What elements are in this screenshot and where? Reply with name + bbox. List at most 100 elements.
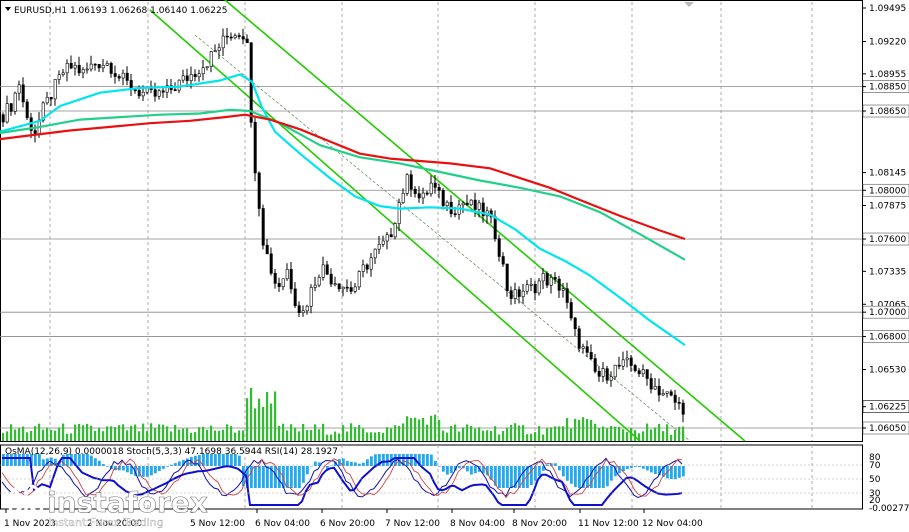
osma-bar — [298, 466, 301, 488]
osma-bar — [74, 454, 77, 466]
osma-bar — [314, 461, 317, 466]
candle-body — [317, 277, 321, 286]
candle-body — [61, 72, 65, 75]
logo-star-icon — [7, 483, 45, 521]
candle-body — [593, 358, 597, 372]
volume-bar — [594, 423, 597, 441]
candle-body — [541, 273, 545, 282]
osma-bar — [334, 461, 337, 466]
osma-bar — [490, 466, 493, 480]
time-tick-label: 6 Nov 20:00 — [320, 519, 375, 529]
volume-bar — [98, 427, 101, 441]
price-tick-label: 1.06530 — [869, 365, 906, 375]
osma-bar — [574, 466, 577, 488]
volume-bar — [574, 418, 577, 441]
volume-bar — [678, 426, 681, 441]
volume-bar — [122, 424, 125, 441]
volume-bar — [606, 428, 609, 441]
volume-bar — [638, 433, 641, 441]
candle-body — [297, 305, 301, 313]
volume-bar — [470, 425, 473, 441]
volume-bar — [614, 426, 617, 441]
volume-bar — [174, 424, 177, 441]
candle-body — [465, 202, 469, 206]
osma-bar — [482, 466, 485, 474]
volume-bar — [610, 426, 613, 441]
volume-bar — [538, 426, 541, 441]
volume-bar — [330, 434, 333, 441]
osma-bar — [586, 466, 589, 488]
volume-bar — [430, 415, 433, 441]
candle-body — [357, 271, 361, 288]
candle-body — [497, 238, 501, 257]
candle-body — [637, 370, 641, 375]
volume-bar — [366, 432, 369, 441]
candle-body — [193, 74, 197, 78]
osma-bar — [646, 466, 649, 471]
volume-bar — [674, 429, 677, 441]
volume-bar — [562, 426, 565, 441]
volume-bar — [106, 426, 109, 441]
osma-bar — [378, 454, 381, 466]
osma-bar — [382, 454, 385, 466]
candle-body — [125, 72, 129, 81]
osma-bar — [214, 454, 217, 466]
candle-body — [161, 90, 165, 93]
volume-bar — [194, 432, 197, 441]
osma-bar — [546, 464, 549, 466]
candle-body — [101, 65, 105, 69]
volume-bar — [626, 432, 629, 441]
osma-bar — [542, 466, 545, 471]
volume-bar — [642, 431, 645, 441]
osma-bar — [30, 454, 33, 466]
candle-body — [657, 386, 661, 396]
volume-bar — [590, 419, 593, 441]
osma-bar — [510, 466, 513, 488]
volume-bar — [662, 431, 665, 441]
ema-mid-line — [0, 108, 686, 261]
candle-body — [397, 202, 401, 224]
volume-bar — [86, 423, 89, 441]
volume-bar — [522, 425, 525, 441]
volume-bar — [546, 427, 549, 441]
osma-bar — [302, 466, 305, 483]
osma-bar — [426, 454, 429, 466]
time-tick-label: 1 Nov 2023 — [4, 519, 56, 529]
candle-body — [621, 359, 625, 367]
volume-bar — [146, 431, 149, 441]
candle-body — [73, 64, 77, 69]
osma-bar — [486, 466, 489, 476]
volume-bar — [198, 427, 201, 441]
osma-bar — [274, 466, 277, 488]
osma-bar — [374, 454, 377, 466]
volume-bar — [650, 429, 653, 441]
osma-bar — [46, 458, 49, 466]
candle-body — [469, 199, 473, 206]
scroll-marker-icon[interactable] — [684, 2, 694, 7]
volume-bar — [50, 429, 53, 441]
volume-bar — [126, 430, 129, 441]
volume-bar — [54, 430, 57, 441]
time-tick-label: 7 Nov 12:00 — [385, 519, 440, 529]
candle-body — [121, 72, 125, 79]
indicator-header: OsMA(12,26,9) 0.0000018 Stoch(5,3,3) 47.… — [5, 447, 338, 457]
osma-bar — [670, 466, 673, 480]
volume-bar — [66, 433, 69, 441]
volume-bar — [354, 427, 357, 441]
candle-body — [177, 79, 181, 91]
osma-bar — [222, 454, 225, 466]
volume-bar — [110, 426, 113, 441]
candle-body — [365, 264, 369, 270]
candle-body — [325, 264, 329, 275]
indicator-tick-label: 80 — [869, 453, 881, 463]
volume-bar — [570, 428, 573, 441]
osma-bar — [106, 466, 109, 467]
ema-fast-line — [0, 73, 686, 347]
menu-triangle-icon[interactable] — [5, 7, 11, 11]
osma-bar — [554, 463, 557, 466]
volume-bar — [82, 425, 85, 441]
osma-bar — [170, 464, 173, 466]
candle-body — [437, 187, 441, 191]
volume-bar — [186, 428, 189, 441]
